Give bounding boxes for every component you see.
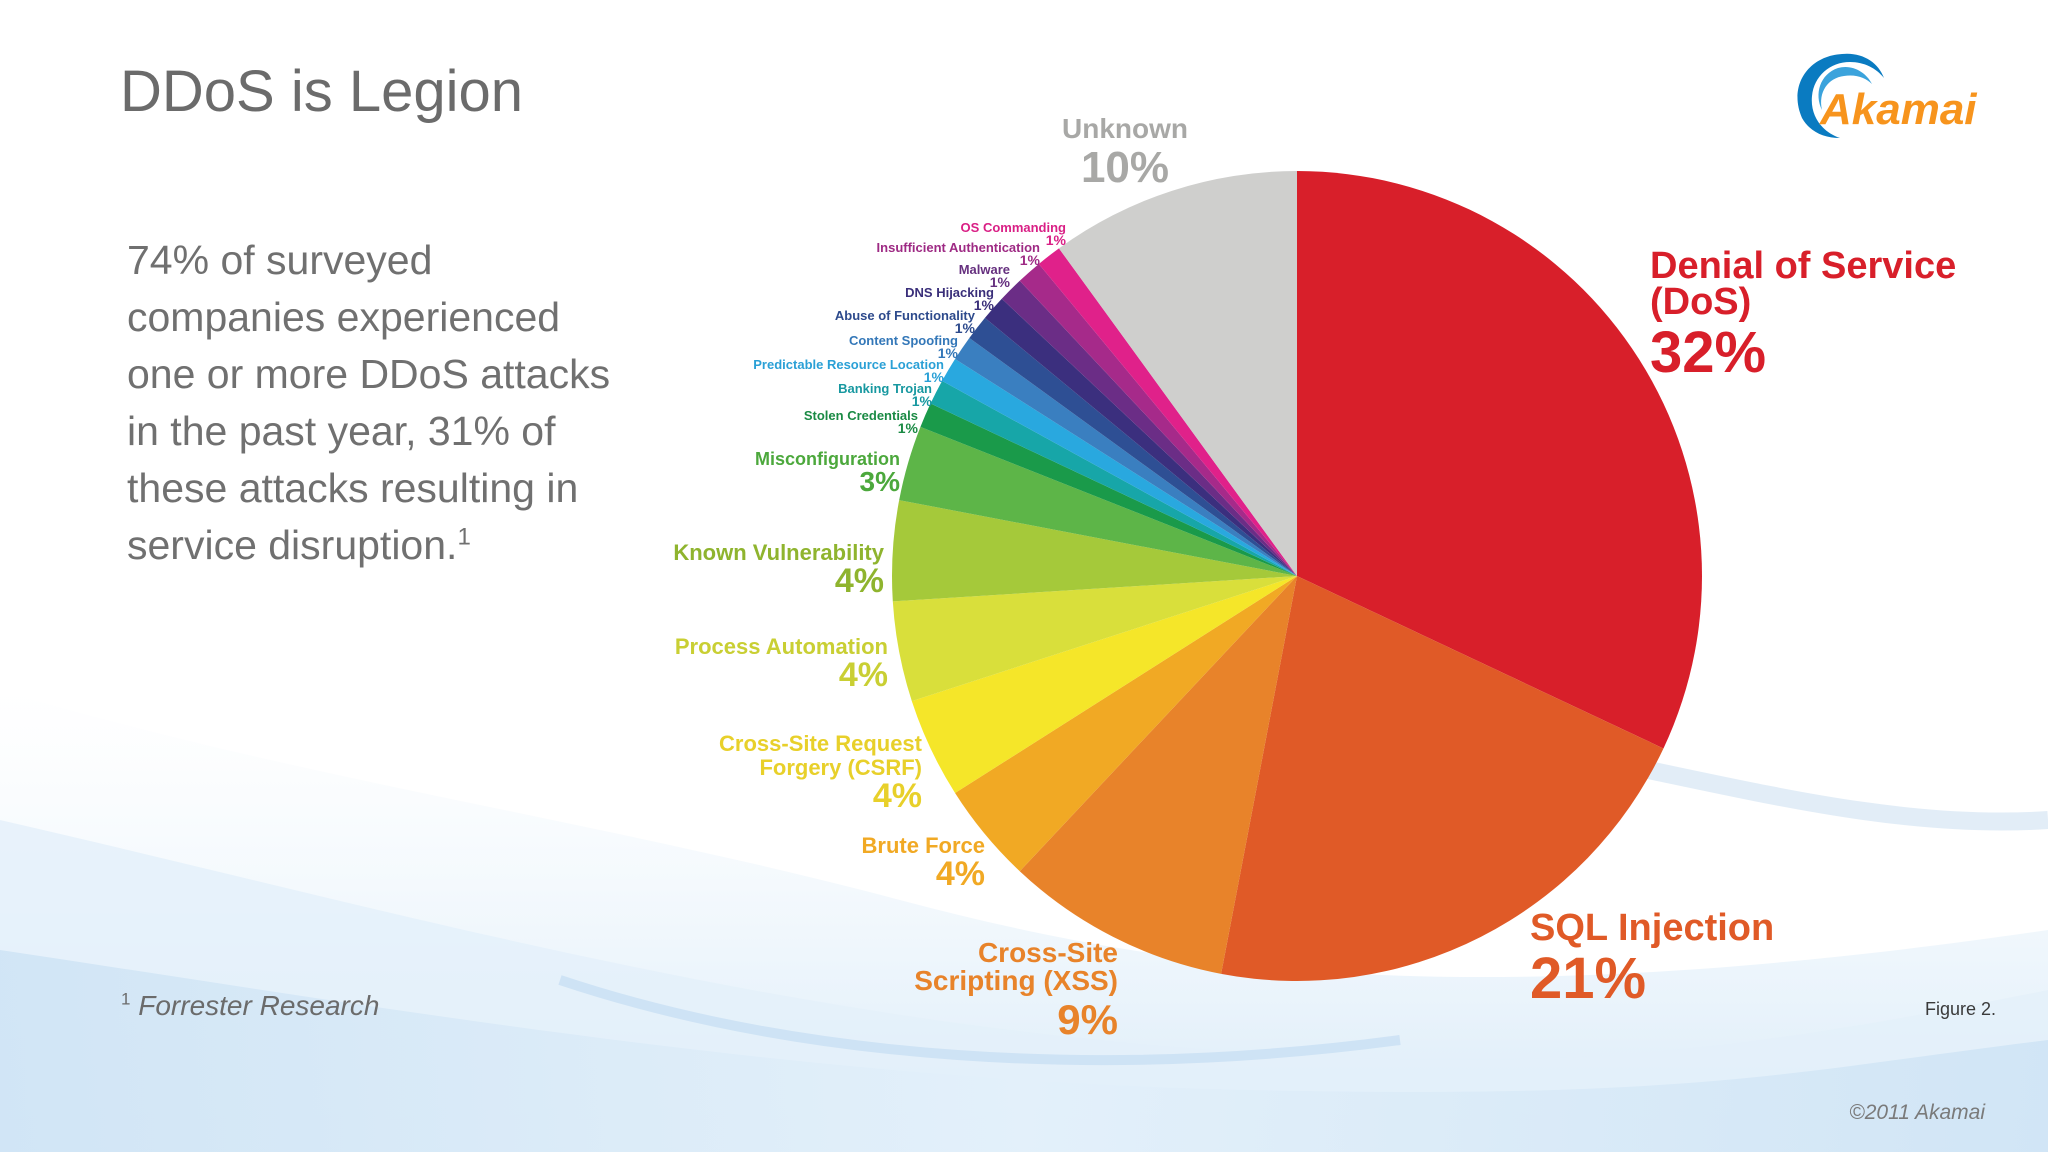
slice-value-label: 1% bbox=[912, 393, 933, 409]
pie-slice bbox=[1221, 576, 1664, 982]
slice-value-label: 4% bbox=[839, 656, 888, 694]
akamai-logo: Akamai bbox=[1797, 53, 1977, 138]
pie-slice bbox=[955, 337, 1297, 576]
pie-slice bbox=[1058, 171, 1297, 576]
pie-slice bbox=[1038, 248, 1297, 576]
pie-slice bbox=[1019, 263, 1297, 576]
pie-slice bbox=[1019, 576, 1297, 974]
pie-slice bbox=[1001, 280, 1297, 576]
slide-title: DDoS is Legion bbox=[120, 59, 523, 124]
slice-label: Stolen Credentials bbox=[804, 408, 918, 423]
body-line: in the past year, 31% of bbox=[127, 408, 556, 454]
pie-slice bbox=[1297, 171, 1702, 749]
footnote-text: Forrester Research bbox=[138, 990, 380, 1021]
pie-slice bbox=[892, 576, 1297, 702]
body-line: companies experienced bbox=[127, 294, 561, 340]
slice-label: Content Spoofing bbox=[849, 333, 958, 348]
slice-value-label: 10% bbox=[1081, 143, 1169, 192]
slice-label: Misconfiguration bbox=[755, 449, 900, 469]
pie-slice bbox=[899, 426, 1297, 576]
slice-value-label: 21% bbox=[1530, 946, 1646, 1011]
pie-labels: Denial of Service(DoS)32% SQL Injection21… bbox=[673, 113, 1956, 1043]
body-superscript: 1 bbox=[457, 523, 471, 551]
slice-label: Predictable Resource Location bbox=[753, 357, 944, 372]
body-line-last: service disruption.1 bbox=[127, 517, 667, 574]
slice-label: (DoS) bbox=[1650, 281, 1751, 323]
slice-label: Process Automation bbox=[675, 634, 888, 659]
slice-label: Cross-Site bbox=[978, 937, 1118, 968]
pie-slice bbox=[969, 317, 1297, 576]
slice-label: Cross-Site Request bbox=[719, 731, 923, 756]
pie-slice bbox=[911, 576, 1297, 794]
slice-label: Forgery (CSRF) bbox=[759, 755, 922, 780]
slice-label: SQL Injection bbox=[1530, 907, 1774, 949]
slice-label: Unknown bbox=[1062, 113, 1188, 144]
slice-label: Brute Force bbox=[862, 833, 985, 858]
slice-value-label: 1% bbox=[938, 345, 959, 361]
slice-value-label: 1% bbox=[955, 320, 976, 336]
slice-label: Known Vulnerability bbox=[673, 540, 884, 565]
body-line: service disruption. bbox=[127, 522, 458, 568]
slice-label: Scripting (XSS) bbox=[914, 965, 1118, 996]
slice-value-label: 32% bbox=[1650, 320, 1766, 385]
slice-value-label: 4% bbox=[936, 855, 985, 893]
figure-label: Figure 2. bbox=[1925, 999, 1997, 1019]
slice-value-label: 1% bbox=[898, 420, 919, 436]
slice-label: Insufficient Authentication bbox=[877, 240, 1041, 255]
slice-value-label: 1% bbox=[924, 369, 945, 385]
footnote: 1 Forrester Research bbox=[121, 990, 379, 1022]
slice-label: Denial of Service bbox=[1650, 245, 1956, 287]
body-line: 74% of surveyed bbox=[127, 237, 433, 283]
footnote-marker: 1 bbox=[121, 989, 131, 1009]
slice-label: DNS Hijacking bbox=[905, 285, 994, 300]
pie-slices bbox=[891, 171, 1702, 982]
copyright: ©2011 Akamai bbox=[1849, 1101, 1985, 1124]
slide-body-text: 74% of surveyed companies experienced on… bbox=[127, 232, 667, 574]
slice-value-label: 1% bbox=[1046, 232, 1067, 248]
slice-value-label: 3% bbox=[860, 466, 901, 497]
pie-slice bbox=[955, 576, 1297, 872]
slice-label: Malware bbox=[959, 262, 1010, 277]
slice-label: Abuse of Functionality bbox=[835, 308, 976, 323]
pie-slice bbox=[920, 403, 1297, 576]
slice-label: OS Commanding bbox=[961, 220, 1067, 235]
pie-slice bbox=[942, 358, 1297, 576]
slice-value-label: 9% bbox=[1057, 996, 1118, 1043]
slice-value-label: 1% bbox=[974, 297, 995, 313]
logo-swoosh-icon bbox=[1797, 53, 1884, 138]
pie-slice bbox=[984, 298, 1297, 576]
body-line: these attacks resulting in bbox=[127, 465, 579, 511]
slice-value-label: 4% bbox=[835, 562, 884, 600]
slice-value-label: 1% bbox=[1020, 252, 1041, 268]
slice-value-label: 4% bbox=[873, 777, 922, 815]
body-line: one or more DDoS attacks bbox=[127, 351, 611, 397]
logo-text: Akamai bbox=[1819, 85, 1977, 134]
pie-slice bbox=[891, 500, 1297, 602]
slice-label: Banking Trojan bbox=[838, 381, 932, 396]
pie-slice bbox=[930, 380, 1297, 576]
slice-value-label: 1% bbox=[990, 274, 1011, 290]
